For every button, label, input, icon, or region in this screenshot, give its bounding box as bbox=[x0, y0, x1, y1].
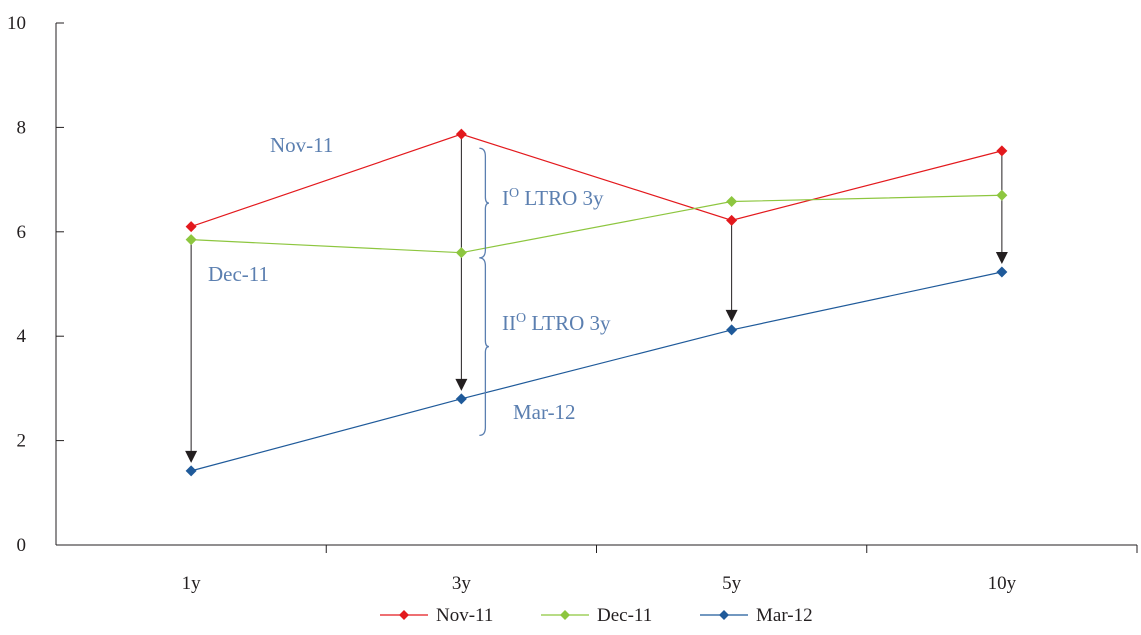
legend-swatch-marker bbox=[399, 610, 409, 620]
annotation-mar-12: Mar-12 bbox=[513, 400, 576, 424]
y-tick-label: 2 bbox=[17, 431, 27, 452]
arrows bbox=[185, 138, 1008, 463]
series-line bbox=[190, 271, 1003, 472]
data-point bbox=[185, 465, 197, 477]
x-tick-label: 1y bbox=[182, 573, 202, 594]
x-tick-label: 3y bbox=[452, 573, 472, 594]
data-point bbox=[185, 221, 197, 233]
ltro1-label: IO LTRO 3y bbox=[502, 186, 604, 210]
y-tick-label: 8 bbox=[17, 117, 27, 138]
legend-label: Mar-12 bbox=[756, 605, 813, 626]
series-line bbox=[190, 133, 1003, 228]
annotation-nov-11: Nov-11 bbox=[270, 133, 333, 157]
data-point bbox=[455, 128, 467, 140]
legend-swatch-marker bbox=[560, 610, 570, 620]
ltro1-text: LTRO 3y bbox=[519, 186, 604, 210]
x-tick-label: 5y bbox=[722, 573, 742, 594]
data-point bbox=[455, 393, 467, 405]
axes: 0 2 4 6 8 10 1y 3y 5y 10y bbox=[7, 13, 1138, 594]
ltro2-superscript: O bbox=[516, 311, 526, 326]
y-tick-label: 4 bbox=[17, 326, 27, 347]
legend-label: Dec-11 bbox=[597, 605, 652, 626]
legend: Nov-11 Dec-11 Mar-12 bbox=[380, 605, 813, 626]
drop-arrow-head bbox=[725, 309, 738, 322]
ltro2-label: IIO LTRO 3y bbox=[502, 311, 611, 335]
data-point bbox=[455, 247, 467, 259]
x-tick-label: 10y bbox=[988, 573, 1017, 594]
annotation-dec-11: Dec-11 bbox=[208, 262, 269, 286]
data-point bbox=[726, 214, 738, 226]
series bbox=[185, 128, 1008, 477]
brace-ltro1 bbox=[479, 147, 490, 259]
data-point bbox=[726, 196, 738, 208]
series-line bbox=[191, 194, 1002, 254]
drop-arrow-head bbox=[995, 251, 1008, 264]
y-tick-label: 0 bbox=[17, 535, 27, 556]
drop-arrow-head bbox=[185, 450, 198, 463]
ltro1-superscript: O bbox=[509, 186, 519, 201]
ltro2-roman: II bbox=[502, 311, 516, 335]
drop-arrow-head bbox=[455, 378, 468, 391]
data-point bbox=[996, 266, 1008, 278]
legend-swatch-marker bbox=[719, 610, 729, 620]
ltro2-text: LTRO 3y bbox=[526, 311, 611, 335]
data-point bbox=[996, 145, 1008, 157]
y-tick-label: 6 bbox=[17, 222, 27, 243]
data-point bbox=[185, 234, 197, 246]
y-tick-label: 10 bbox=[7, 13, 26, 34]
data-point bbox=[726, 324, 738, 336]
legend-label: Nov-11 bbox=[436, 605, 493, 626]
ltro1-roman: I bbox=[502, 186, 509, 210]
data-point bbox=[996, 189, 1008, 201]
brace-ltro2 bbox=[479, 257, 490, 437]
